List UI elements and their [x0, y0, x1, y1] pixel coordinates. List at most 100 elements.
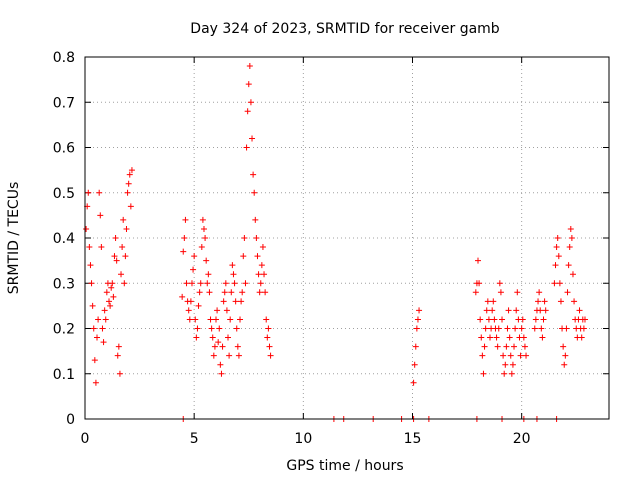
data-point — [202, 235, 209, 241]
data-point — [253, 235, 260, 241]
data-point — [258, 262, 265, 269]
data-point — [122, 253, 129, 260]
data-point — [539, 334, 546, 341]
data-point — [512, 325, 519, 332]
data-point — [556, 280, 563, 287]
data-point — [188, 280, 195, 287]
data-point — [523, 352, 530, 359]
data-point — [554, 235, 561, 241]
data-point — [128, 167, 135, 174]
data-point — [489, 307, 496, 314]
data-point — [536, 289, 543, 296]
data-point — [578, 334, 585, 341]
data-point — [490, 298, 497, 305]
data-point — [496, 280, 503, 287]
data-point — [200, 225, 207, 232]
data-point — [518, 325, 525, 332]
data-point — [485, 316, 492, 323]
data-point — [244, 108, 251, 115]
data-point — [472, 289, 479, 296]
data-point — [97, 212, 104, 219]
plot-frame — [84, 56, 610, 420]
data-point — [125, 180, 132, 187]
data-point — [208, 325, 215, 332]
data-point — [123, 225, 130, 232]
data-point — [517, 352, 524, 359]
data-point — [92, 379, 99, 386]
data-point — [85, 189, 92, 196]
data-point — [475, 257, 481, 264]
data-point — [416, 307, 423, 314]
data-point — [211, 343, 218, 350]
data-point — [412, 343, 419, 350]
data-point — [240, 253, 247, 260]
y-tick-label: 0.1 — [53, 367, 75, 383]
data-point — [203, 257, 210, 264]
data-point — [250, 171, 257, 178]
data-point — [521, 343, 528, 350]
data-point — [207, 316, 214, 323]
data-point — [99, 325, 106, 332]
x-tick-label: 0 — [81, 431, 90, 447]
data-point — [102, 316, 109, 323]
data-point — [218, 370, 225, 377]
data-point — [100, 339, 107, 346]
data-point — [246, 63, 253, 70]
data-point — [481, 343, 488, 350]
data-point — [476, 280, 483, 287]
data-point — [214, 307, 221, 314]
data-point — [121, 280, 128, 287]
data-point — [113, 257, 120, 264]
data-point — [228, 289, 235, 296]
data-point — [563, 325, 570, 332]
y-tick-label: 0.2 — [53, 322, 75, 338]
data-point — [503, 343, 510, 350]
y-tick-label: 0.7 — [53, 95, 75, 111]
data-point — [98, 244, 105, 251]
data-point — [124, 189, 131, 196]
data-point — [179, 293, 186, 300]
data-point — [478, 334, 485, 341]
data-point — [263, 316, 270, 323]
data-point — [566, 244, 573, 251]
data-point — [541, 298, 548, 305]
data-point — [508, 370, 515, 377]
data-point — [199, 216, 206, 223]
data-point — [519, 316, 526, 323]
y-tick-label: 0.8 — [53, 50, 75, 66]
data-point — [231, 280, 238, 287]
data-point — [479, 352, 486, 359]
data-point — [220, 298, 227, 305]
data-point — [115, 343, 122, 350]
data-point — [501, 370, 508, 377]
data-points — [83, 63, 588, 422]
y-tick-label: 0 — [66, 412, 75, 428]
y-tick-label: 0.5 — [53, 186, 75, 202]
data-point — [538, 325, 545, 332]
data-point — [204, 280, 211, 287]
data-point — [180, 248, 187, 255]
data-point — [238, 298, 245, 305]
y-axis-label: SRMTID / TECUs — [6, 182, 22, 295]
data-point — [537, 307, 544, 314]
data-point — [535, 298, 542, 305]
data-point — [234, 343, 241, 350]
data-point — [182, 216, 189, 223]
x-tick-labels: 0 5 10 15 20 — [81, 431, 531, 447]
chart-title: Day 324 of 2023, SRMTID for receiver gam… — [190, 21, 500, 37]
data-point — [482, 325, 489, 332]
data-point — [210, 352, 217, 359]
data-point — [509, 361, 516, 368]
data-point — [227, 316, 234, 323]
data-point — [215, 339, 222, 346]
data-point — [249, 135, 256, 142]
x-tick-label: 5 — [190, 431, 199, 447]
x-tick-label: 20 — [513, 431, 531, 447]
data-point — [502, 361, 509, 368]
y-tick-labels: 0 0.1 0.2 0.3 0.4 0.5 0.6 0.7 0.8 — [53, 50, 75, 428]
data-point — [111, 253, 118, 260]
data-point — [500, 352, 507, 359]
data-point — [241, 235, 248, 241]
data-point — [569, 271, 576, 278]
data-point — [194, 325, 201, 332]
